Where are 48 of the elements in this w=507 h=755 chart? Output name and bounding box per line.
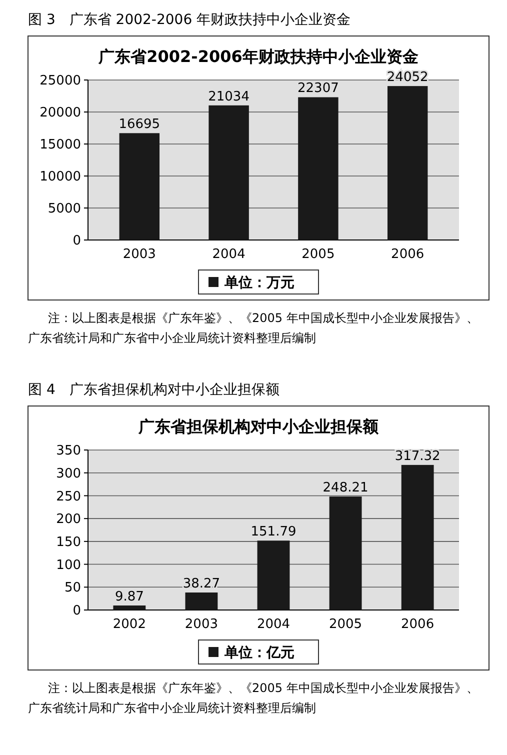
x-tick-label: 2002 bbox=[112, 617, 146, 632]
data-label: 317.32 bbox=[394, 448, 440, 464]
chart-title: 广东省2002-2006年财政扶持中小企业资金 bbox=[98, 47, 418, 66]
data-label: 16695 bbox=[118, 117, 160, 132]
y-tick-label: 25000 bbox=[40, 74, 81, 89]
text: 注：以上图表是根据《广东年鉴》、《2005 年中国成长型中小企业发展报告》、广东省统计局和广东省中小企业局统计资料整理后编制 bbox=[28, 681, 478, 715]
data-label: 24052 bbox=[386, 70, 428, 86]
y-tick-label: 350 bbox=[56, 444, 81, 459]
y-tick-label: 5000 bbox=[48, 202, 81, 217]
y-tick-label: 50 bbox=[64, 580, 81, 596]
y-tick-label: 10000 bbox=[40, 170, 81, 185]
text: 注：以上图表是根据《广东年鉴》、《2005 年中国成长型中小企业发展报告》、广东省统计局和广东省中小企业局统计资料整理后编制 bbox=[28, 311, 478, 345]
y-tick-label: 300 bbox=[56, 466, 81, 482]
bar bbox=[185, 592, 218, 610]
x-tick-label: 2004 bbox=[212, 247, 246, 262]
data-label: 9.87 bbox=[114, 589, 144, 604]
bar bbox=[329, 496, 362, 610]
y-tick-label: 150 bbox=[56, 534, 81, 550]
y-tick-label: 100 bbox=[56, 558, 81, 573]
bar bbox=[119, 133, 160, 240]
data-label: 151.79 bbox=[250, 524, 296, 540]
bar bbox=[387, 86, 428, 240]
data-label: 22307 bbox=[298, 81, 339, 96]
x-tick-label: 2006 bbox=[401, 617, 434, 632]
legend-label: 单位：亿元 bbox=[224, 645, 294, 661]
bar bbox=[401, 464, 434, 610]
chart-title: 广东省担保机构对中小企业担保额 bbox=[138, 417, 380, 436]
y-tick-label: 200 bbox=[56, 512, 81, 528]
bar bbox=[257, 540, 290, 610]
caption: 图 4 广东省担保机构对中小企业担保额 bbox=[28, 382, 280, 398]
x-tick-label: 2005 bbox=[302, 247, 335, 262]
y-tick-label: 250 bbox=[56, 489, 81, 504]
data-label: 248.21 bbox=[322, 480, 368, 496]
y-tick-label: 15000 bbox=[40, 138, 81, 153]
x-tick-label: 2006 bbox=[391, 247, 424, 262]
bar bbox=[298, 97, 338, 240]
legend-label: 单位：万元 bbox=[224, 275, 294, 291]
x-tick-label: 2003 bbox=[184, 617, 218, 632]
y-tick-label: 0 bbox=[72, 604, 81, 619]
bar bbox=[113, 605, 146, 610]
bar bbox=[208, 105, 249, 240]
y-tick-label: 20000 bbox=[40, 106, 81, 121]
x-tick-label: 2003 bbox=[122, 247, 156, 262]
x-tick-label: 2004 bbox=[256, 617, 290, 632]
x-tick-label: 2005 bbox=[328, 617, 362, 632]
data-label: 21034 bbox=[208, 89, 250, 104]
caption: 图 3 广东省 2002-2006 年财政扶持中小企业资金 bbox=[28, 12, 351, 28]
y-tick-label: 0 bbox=[72, 234, 81, 249]
